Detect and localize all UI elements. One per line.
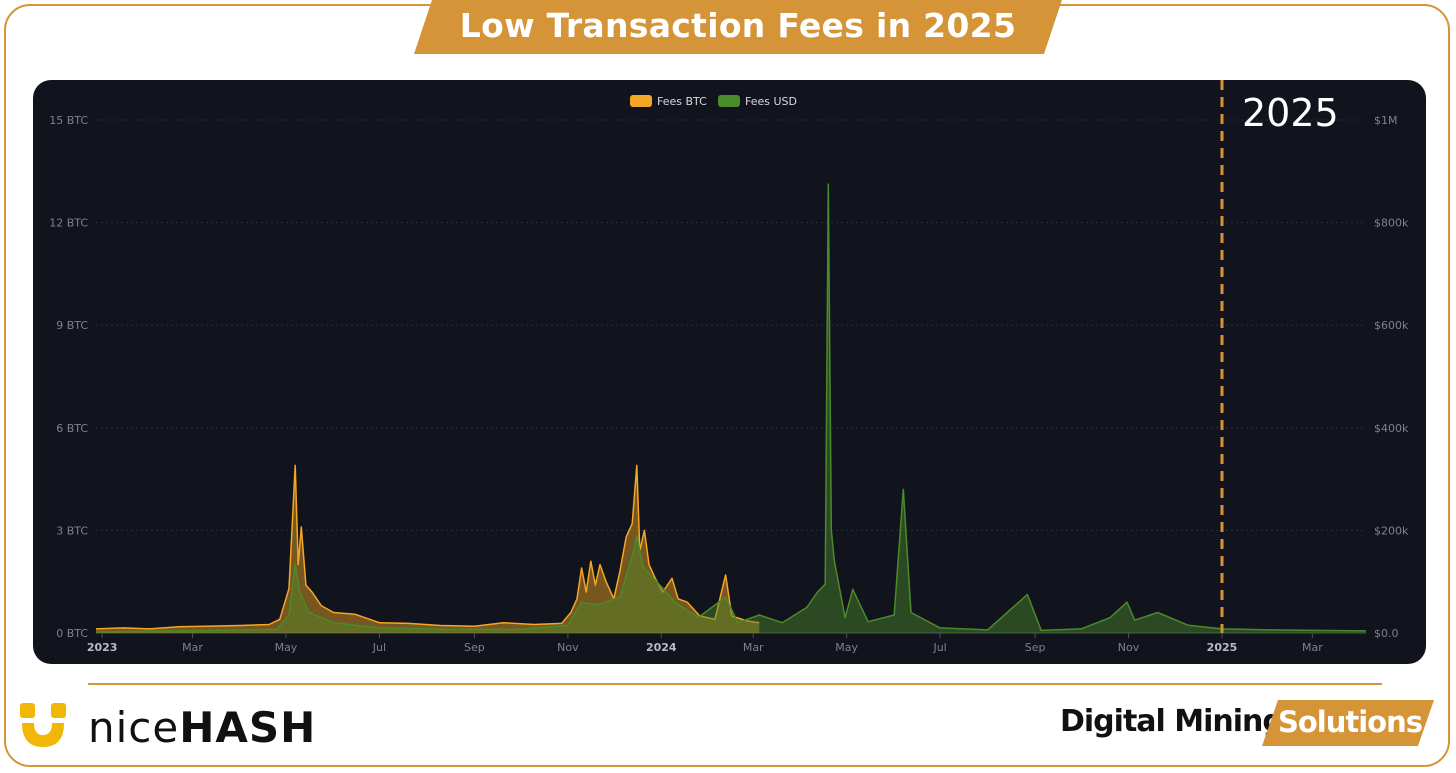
y-left-tick-label: 9 BTC [56, 319, 88, 332]
x-tick-label: 2023 [87, 641, 118, 654]
series-area-fees-btc [96, 465, 760, 633]
nicehash-smile-icon [20, 703, 66, 747]
x-tick-label: Mar [743, 641, 764, 654]
legend-label: Fees USD [745, 95, 797, 108]
nicehash-wordmark: niceHASH [88, 703, 316, 752]
y-left-tick-label: 6 BTC [56, 422, 88, 435]
tagline-badge-text: Solutions [1277, 705, 1423, 739]
x-tick-label: 2025 [1207, 641, 1238, 654]
series-area-fees-usd [96, 184, 1366, 633]
y-right-tick-label: $0.0 [1374, 627, 1399, 640]
x-tick-label: Jul [932, 641, 946, 654]
tagline-badge: Solutions [1262, 700, 1434, 746]
y-right-tick-label: $400k [1374, 422, 1409, 435]
x-tick-label: Mar [1302, 641, 1323, 654]
x-tick-label: Nov [557, 641, 579, 654]
x-tick-label: 2024 [646, 641, 677, 654]
y-left-tick-label: 0 BTC [56, 627, 88, 640]
fees-chart: 0 BTC 3 BTC 6 BTC 9 BTC 12 BTC 15 BTC $0.0 $200… [49, 80, 1409, 654]
y-left-tick-label: 3 BTC [56, 524, 88, 537]
title-banner-shape [414, 0, 1062, 54]
series-line-fees-btc [95, 464, 760, 630]
legend-label: Fees BTC [657, 95, 707, 108]
tagline-main: Digital Mining [1060, 704, 1284, 739]
y-left-tick-label: 12 BTC [49, 217, 88, 230]
x-tick-label: Sep [1025, 641, 1046, 654]
x-tick-label: May [835, 641, 858, 654]
legend-swatch-fees-usd [718, 95, 740, 107]
brand-bold: HASH [179, 703, 317, 752]
title-banner: Low Transaction Fees in 2025 [414, 0, 1062, 54]
x-tick-label: Nov [1118, 641, 1140, 654]
legend-swatch-fees-btc [630, 95, 652, 107]
y-right-tick-label: $1M [1374, 114, 1398, 127]
x-tick-label: Sep [464, 641, 485, 654]
y-right-tick-label: $200k [1374, 524, 1409, 537]
x-tick-label: May [275, 641, 298, 654]
x-tick-label: Jul [372, 641, 386, 654]
nicehash-logo [20, 697, 320, 751]
tagline-badge-shape [1262, 700, 1434, 746]
y-right-tick-label: $600k [1374, 319, 1409, 332]
page-title: Low Transaction Fees in 2025 [459, 6, 1017, 45]
brand-light: nice [88, 703, 180, 752]
y-left-tick-label: 15 BTC [49, 114, 88, 127]
chart-panel: 0 BTC 3 BTC 6 BTC 9 BTC 12 BTC 15 BTC $0.0 $200… [33, 80, 1426, 664]
series-line-fees-usd [95, 183, 1367, 633]
y-right-tick-label: $800k [1374, 217, 1409, 230]
footer-divider [88, 683, 1382, 685]
year-2025-label: 2025 [1242, 91, 1339, 135]
x-tick-label: Mar [182, 641, 203, 654]
